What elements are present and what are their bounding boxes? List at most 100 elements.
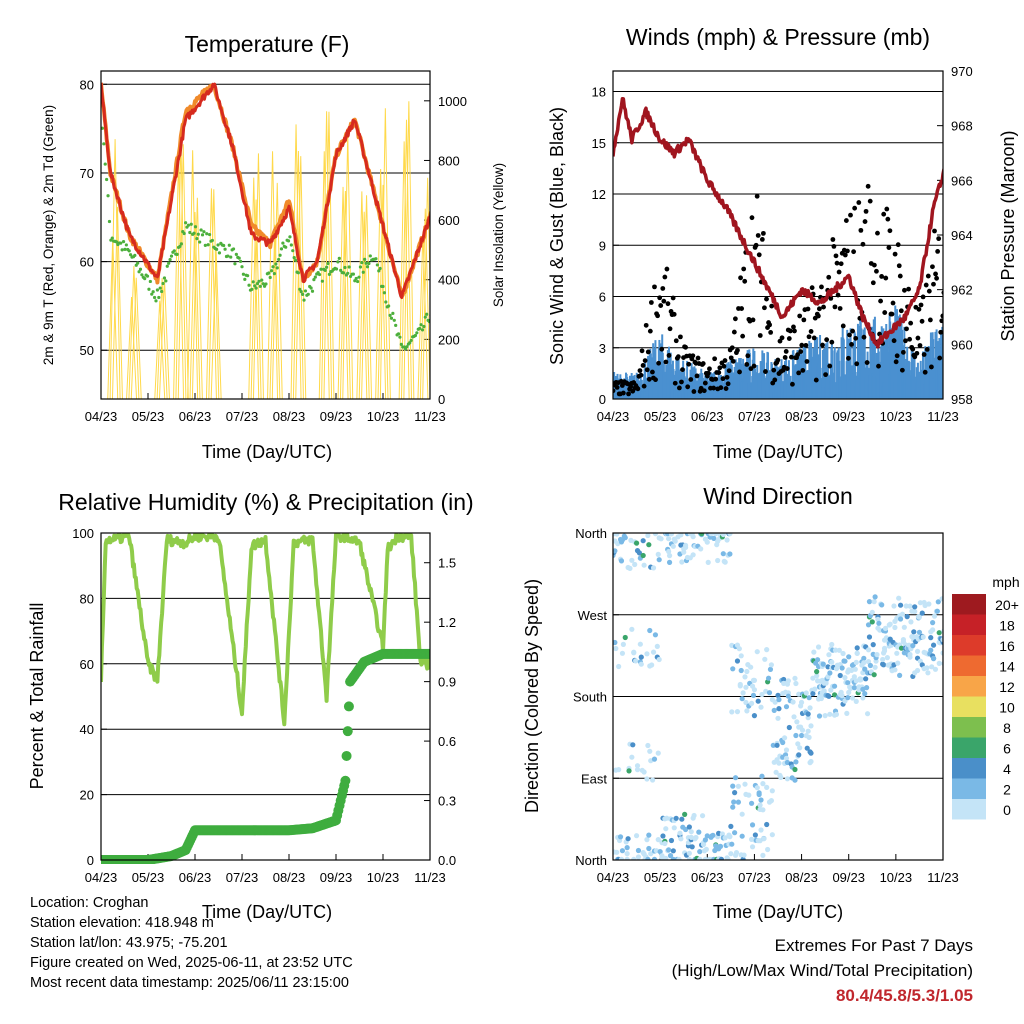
direction-point (678, 836, 684, 842)
direction-point (947, 615, 952, 620)
direction-point (729, 841, 735, 847)
direction-point (790, 699, 796, 705)
direction-point (940, 637, 943, 643)
solar-spike (154, 300, 166, 399)
gust-point (901, 349, 906, 355)
direction-point (870, 642, 876, 648)
rainfall-point (434, 648, 444, 658)
direction-point (884, 655, 890, 661)
gust-point (675, 354, 681, 360)
solar-spike (271, 182, 283, 399)
temperature-xlabel: Time (Day/UTC) (202, 442, 332, 462)
gust-point (870, 280, 876, 286)
gust-point (849, 342, 854, 347)
direction-point (647, 627, 653, 634)
gust-point (635, 386, 641, 392)
gust-series (613, 183, 962, 397)
direction-series (613, 533, 952, 860)
pressure-line (613, 96, 943, 349)
direction-point (869, 619, 875, 625)
legend-title: mph (992, 574, 1019, 590)
direction-point (792, 766, 798, 773)
direction-point (720, 551, 726, 557)
temperature-ylabel-left: 2m & 9m T (Red, Orange) & 2m Td (Green) (41, 105, 56, 365)
dewpoint-point (405, 345, 409, 349)
gust-point (751, 363, 757, 369)
gust-point (718, 385, 724, 391)
direction-point (634, 763, 641, 769)
direction-point (633, 658, 639, 664)
direction-point (666, 553, 673, 559)
y-tick-label: 0 (87, 853, 94, 868)
dewpoint-point (296, 271, 300, 275)
dewpoint-point (114, 240, 119, 244)
direction-point (772, 699, 778, 705)
gust-point (653, 377, 658, 383)
direction-point (916, 614, 923, 620)
rainfall-series (101, 648, 444, 864)
direction-point (728, 823, 734, 830)
gust-point (648, 300, 654, 305)
dewpoint-point (422, 324, 426, 329)
gust-point (885, 216, 891, 222)
x-tick-label: 11/23 (927, 409, 959, 424)
gust-point (640, 363, 646, 368)
gust-point (724, 374, 730, 380)
sonic-wind-series (613, 305, 943, 399)
direction-point (792, 777, 798, 783)
solar-spike (128, 266, 140, 399)
direction-point (742, 674, 748, 680)
dewpoint-point (270, 269, 274, 273)
x-tick-label: 10/23 (367, 409, 400, 424)
direction-point (739, 811, 745, 817)
direction-point (874, 652, 880, 658)
solar-spike (337, 186, 349, 399)
direction-ylabel-left: Direction (Colored By Speed) (522, 579, 542, 813)
direction-point (815, 657, 821, 663)
direction-point (644, 837, 650, 843)
direction-point (935, 599, 941, 605)
direction-point (758, 704, 764, 710)
solar-spike (177, 144, 189, 399)
dewpoint-point (175, 252, 179, 256)
gust-point (840, 323, 846, 329)
gust-point (809, 285, 815, 291)
dewpoint-point (217, 251, 222, 255)
dewpoint-point (438, 300, 441, 303)
gust-point (910, 346, 916, 352)
gust-point (666, 353, 672, 358)
dewpoint-point (138, 267, 143, 271)
gust-point (756, 252, 762, 258)
dewpoint-point (157, 295, 161, 300)
dewpoint-point (152, 295, 157, 300)
direction-point (936, 660, 942, 667)
gust-point (883, 275, 889, 281)
direction-point (644, 776, 650, 782)
gust-point (753, 242, 759, 248)
dewpoint-point (343, 265, 347, 270)
gust-point (848, 212, 853, 218)
gust-point (788, 354, 794, 360)
gust-point (944, 279, 949, 284)
direction-point (895, 660, 901, 666)
dewpoint-point (301, 292, 305, 296)
direction-point (846, 654, 852, 660)
solar-spike (356, 191, 368, 399)
temperature-ylabel-right: Solar Insolation (Yellow) (491, 163, 506, 307)
direction-point (699, 533, 705, 537)
gust-point (957, 216, 962, 221)
direction-point (941, 661, 943, 666)
dewpoint-point (289, 243, 293, 247)
direction-point (703, 846, 709, 853)
gust-point (838, 261, 844, 267)
direction-point (727, 533, 733, 537)
y-tick-label: North (575, 853, 607, 868)
x-tick-label: 06/23 (179, 409, 212, 424)
direction-point (929, 664, 935, 670)
dewpoint-point (382, 291, 387, 295)
direction-point (944, 648, 949, 653)
solar-spike (109, 139, 121, 399)
dewpoint-point (436, 294, 439, 297)
dewpoint-point (229, 255, 233, 259)
